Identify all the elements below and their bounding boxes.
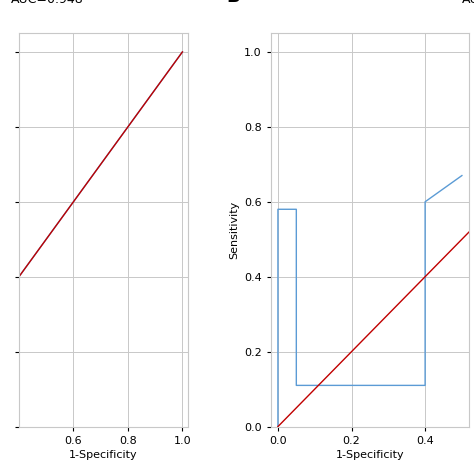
Text: B: B bbox=[227, 0, 240, 6]
Text: AUC=0.948: AUC=0.948 bbox=[10, 0, 83, 6]
Text: AUC=: AUC= bbox=[462, 0, 474, 6]
Y-axis label: Sensitivity: Sensitivity bbox=[229, 201, 240, 259]
X-axis label: 1-Specificity: 1-Specificity bbox=[336, 450, 404, 460]
X-axis label: 1-Specificity: 1-Specificity bbox=[69, 450, 138, 460]
